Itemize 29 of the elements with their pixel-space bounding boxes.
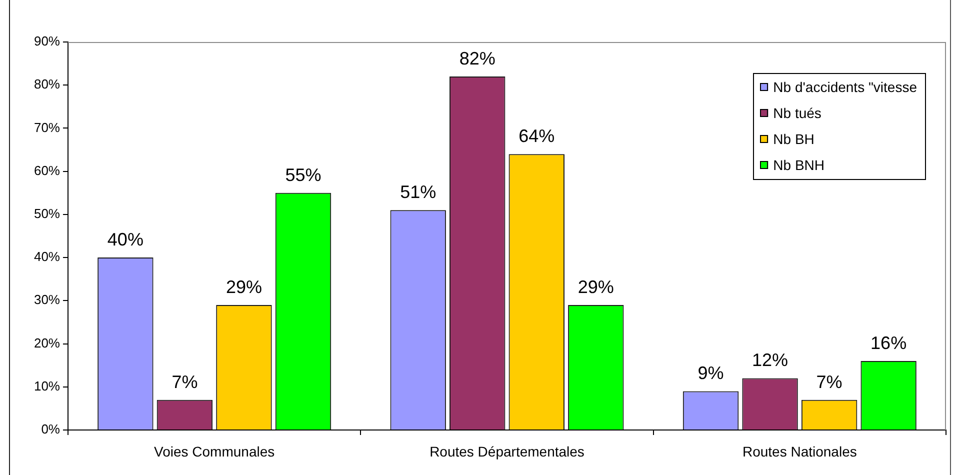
data-label: 51% xyxy=(400,182,436,202)
y-tick-label: 40% xyxy=(34,249,60,264)
y-tick-label: 0% xyxy=(41,422,60,437)
legend-label: Nb BNH xyxy=(773,156,825,173)
data-label: 16% xyxy=(870,332,907,353)
data-label: 7% xyxy=(172,372,198,392)
legend-label: Nb BH xyxy=(773,130,814,147)
data-label: 29% xyxy=(578,276,614,297)
y-tick-label: 90% xyxy=(34,34,60,49)
data-label: 64% xyxy=(518,126,555,146)
data-label: 55% xyxy=(285,164,322,185)
legend-label: Nb d'accidents "vitesse xyxy=(773,78,918,95)
data-label: 7% xyxy=(816,372,842,392)
y-tick-label: 20% xyxy=(34,335,60,350)
y-tick-label: 30% xyxy=(34,292,60,308)
data-label: 9% xyxy=(698,363,724,384)
y-tick-label: 70% xyxy=(34,120,60,135)
legend-label: Nb tués xyxy=(773,104,822,121)
data-label: 40% xyxy=(107,230,144,250)
data-label: 12% xyxy=(752,350,788,370)
x-tick-label: Routes Nationales xyxy=(742,443,857,460)
data-label: 29% xyxy=(226,276,262,297)
y-tick-label: 60% xyxy=(34,162,60,178)
data-label: 82% xyxy=(459,48,496,68)
y-tick-label: 10% xyxy=(34,378,60,394)
y-tick-label: 50% xyxy=(34,206,60,222)
x-tick-label: Voies Communales xyxy=(154,443,275,460)
x-tick-label: Routes Départementales xyxy=(430,443,584,460)
y-tick-label: 80% xyxy=(34,76,60,92)
